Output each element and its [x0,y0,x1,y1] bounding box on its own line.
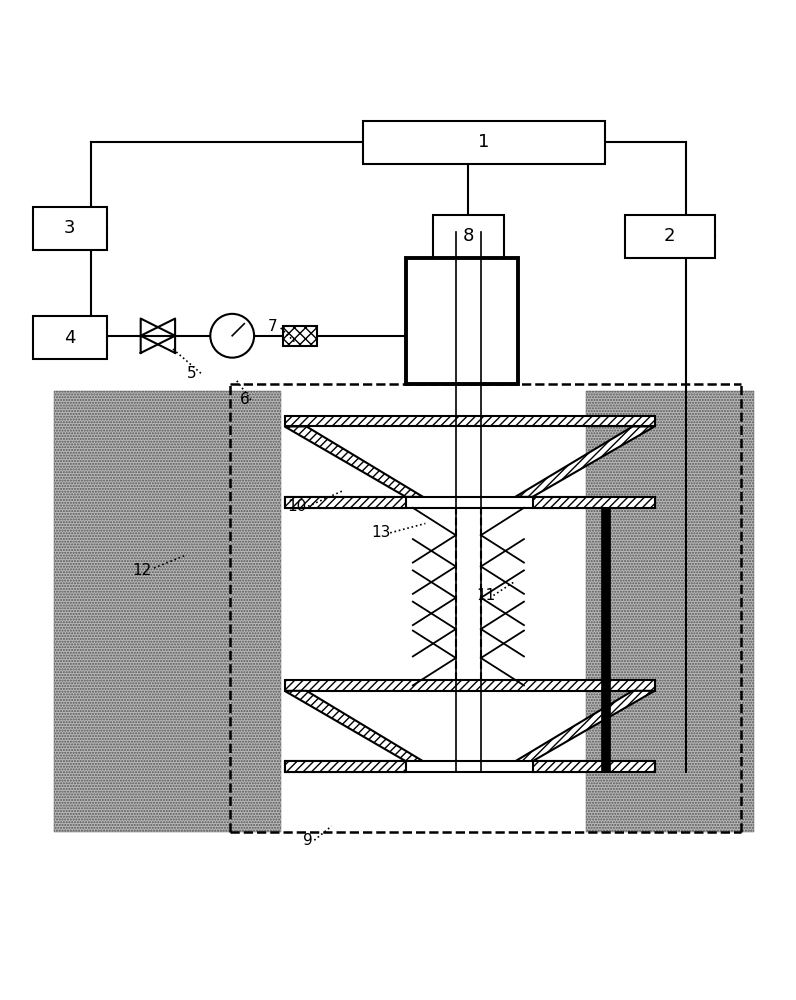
Bar [285,761,406,772]
Polygon shape [515,691,654,761]
Text: 5: 5 [187,366,197,381]
Bar [285,680,654,691]
Bar [533,761,654,772]
Bar [33,316,107,359]
Polygon shape [515,426,654,497]
Text: 2: 2 [664,227,676,245]
Text: 1: 1 [478,133,490,151]
Bar [54,391,281,832]
Bar [285,761,654,772]
Bar [433,215,504,258]
Bar [586,391,754,832]
Text: 6: 6 [240,392,250,407]
Bar [363,121,605,164]
Bar [600,508,610,772]
Text: 7: 7 [268,319,278,334]
Text: 12: 12 [132,563,151,578]
Bar [285,497,654,508]
Bar [406,258,517,384]
Text: 8: 8 [462,227,474,245]
Bar [285,416,654,426]
Bar [54,391,281,832]
Text: 11: 11 [476,588,495,603]
Bar [625,215,715,258]
Bar [586,391,754,832]
Bar [283,326,318,346]
Text: 10: 10 [287,499,306,514]
Circle shape [210,314,254,358]
Text: 4: 4 [64,329,76,347]
Text: 13: 13 [372,525,391,540]
Text: 9: 9 [302,833,312,848]
Bar [285,497,406,508]
Text: 3: 3 [64,219,76,237]
Bar [533,497,654,508]
Polygon shape [285,691,423,761]
Polygon shape [285,426,423,497]
Bar [33,207,107,250]
